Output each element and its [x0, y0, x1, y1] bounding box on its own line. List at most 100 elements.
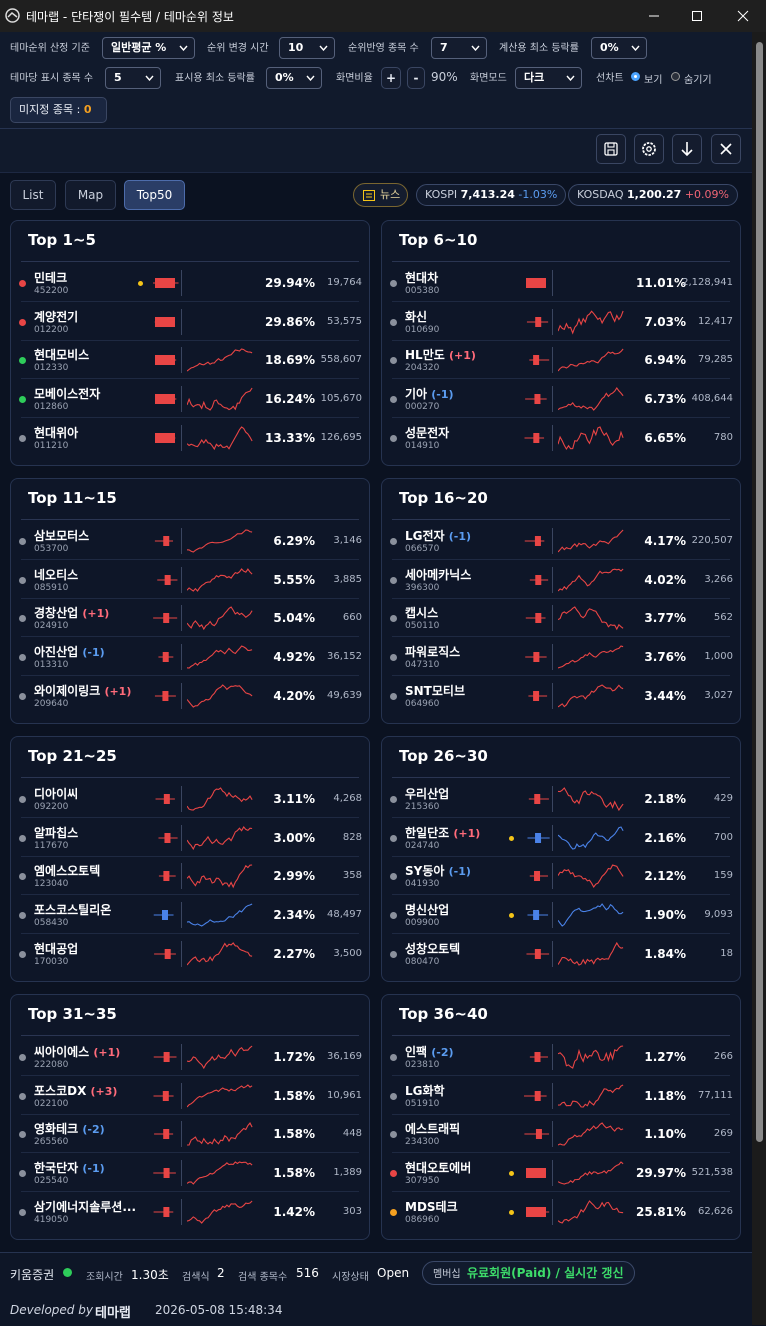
divider — [392, 636, 730, 638]
stock-row[interactable]: 성창오토텍 080470 1.84% 18 — [382, 935, 740, 973]
scrollbar-thumb[interactable] — [756, 42, 763, 1142]
stock-row[interactable]: MDS테크 086960 25.81% 62,626 — [382, 1193, 740, 1231]
stock-row[interactable]: 한국단자 (-1) 025540 1.58% 1,389 — [11, 1154, 369, 1193]
select[interactable]: 0% — [266, 67, 322, 89]
status-dot — [19, 615, 26, 623]
stock-row[interactable]: 계양전기 012200 29.86% 53,575 — [11, 303, 369, 341]
status-dot — [19, 1170, 26, 1178]
index-pill: KOSPI 7,413.24 -1.03% — [416, 184, 567, 206]
select[interactable]: 5 — [105, 67, 161, 89]
stock-name: HL만도 — [405, 348, 445, 363]
sparkline — [187, 387, 253, 411]
radio[interactable] — [631, 72, 640, 81]
select[interactable]: 일반평균 % — [102, 37, 195, 59]
tab[interactable]: Map — [65, 180, 116, 210]
stock-row[interactable]: 화신 010690 7.03% 12,417 — [382, 303, 740, 341]
select[interactable]: 0% — [591, 37, 647, 59]
divider — [392, 1113, 730, 1115]
stock-row[interactable]: 성문전자 014910 6.65% 780 — [382, 419, 740, 457]
sparkline — [187, 348, 253, 372]
stock-row[interactable]: LG전자 (-1) 066570 4.17% 220,507 — [382, 522, 740, 560]
stock-row[interactable]: 씨아이에스 (+1) 222080 1.72% 36,169 — [11, 1038, 369, 1076]
window-title: 테마랩 - 단타쟁이 필수템 / 테마순위 정보 — [26, 10, 234, 24]
maximize-button[interactable] — [691, 10, 703, 22]
volume: 3,885 — [333, 573, 362, 585]
stock-row[interactable]: 경창산업 (+1) 024910 5.04% 660 — [11, 599, 369, 638]
stock-row[interactable]: 현대차 005380 11.01% 2,128,941 — [382, 264, 740, 302]
stock-name-line: 계양전기 — [34, 308, 78, 325]
save-button[interactable] — [596, 134, 626, 164]
stock-row[interactable]: 현대위아 011210 13.33% 126,695 — [11, 419, 369, 457]
candle — [529, 574, 549, 585]
stock-row[interactable]: 현대오토에버 307950 29.97% 521,538 — [382, 1154, 740, 1193]
unassigned-button[interactable]: 미지정 종목 : 0 — [10, 97, 107, 123]
divider — [552, 863, 553, 890]
divider — [392, 894, 730, 896]
zoom-in-button[interactable]: + — [381, 67, 401, 89]
stock-row[interactable]: 영화테크 (-2) 265560 1.58% 448 — [11, 1115, 369, 1154]
sparkline — [558, 1122, 624, 1146]
select[interactable]: 다크 — [515, 67, 582, 89]
stock-row[interactable]: 포스코DX (+3) 022100 1.58% 10,961 — [11, 1077, 369, 1115]
stock-row[interactable]: 에스트래픽 234300 1.10% 269 — [382, 1115, 740, 1154]
index-name: KOSDAQ — [577, 188, 624, 201]
download-button[interactable] — [672, 134, 702, 164]
minimize-button[interactable] — [648, 10, 660, 22]
close-window-button[interactable] — [737, 10, 749, 22]
stock-row[interactable]: 알파칩스 117670 3.00% 828 — [11, 819, 369, 857]
sparkline — [187, 426, 253, 450]
stock-row[interactable]: 엠에스오토텍 123040 2.99% 358 — [11, 857, 369, 896]
scrollbar[interactable] — [752, 32, 766, 1325]
stock-row[interactable]: 캡시스 050110 3.77% 562 — [382, 599, 740, 638]
stock-name-line: HL만도 (+1) — [405, 346, 476, 363]
zoom-value: 90% — [431, 70, 458, 84]
stock-row[interactable]: 모베이스전자 012860 16.24% 105,670 — [11, 380, 369, 419]
stock-name-line: 인팩 (-2) — [405, 1043, 454, 1060]
stock-row[interactable]: 와이제이링크 (+1) 209640 4.20% 49,639 — [11, 677, 369, 715]
stock-row[interactable]: 현대모비스 012330 18.69% 558,607 — [11, 341, 369, 380]
change-rate: 29.94% — [265, 276, 315, 290]
stock-row[interactable]: 명신산업 009900 1.90% 9,093 — [382, 896, 740, 935]
stock-row[interactable]: SY동아 (-1) 041930 2.12% 159 — [382, 857, 740, 896]
news-button[interactable]: 뉴스 — [353, 183, 408, 207]
stock-code: 012860 — [34, 402, 69, 413]
divider — [181, 682, 182, 709]
tab[interactable]: Top50 — [124, 180, 185, 210]
divider — [21, 1075, 359, 1076]
stock-row[interactable]: 인팩 (-2) 023810 1.27% 266 — [382, 1038, 740, 1076]
candle — [526, 316, 549, 327]
divider — [552, 1082, 553, 1109]
stock-row[interactable]: 디아이씨 092200 3.11% 4,268 — [11, 780, 369, 818]
stock-row[interactable]: 현대공업 170030 2.27% 3,500 — [11, 935, 369, 973]
divider — [181, 1121, 182, 1148]
stock-row[interactable]: 네오티스 085910 5.55% 3,885 — [11, 561, 369, 599]
stock-row[interactable]: 삼기에너지솔루션... 419050 1.42% 303 — [11, 1193, 369, 1231]
stock-row[interactable]: 민테크 452200 29.94% 19,764 — [11, 264, 369, 302]
select[interactable]: 7 — [431, 37, 487, 59]
tab[interactable]: List — [10, 180, 56, 210]
stock-row[interactable]: 파워로직스 047310 3.76% 1,000 — [382, 638, 740, 677]
close-panel-button[interactable] — [711, 134, 741, 164]
candle — [525, 394, 547, 405]
stock-row[interactable]: 우리산업 215360 2.18% 429 — [382, 780, 740, 818]
radio[interactable] — [671, 72, 680, 81]
settings-button[interactable] — [634, 134, 664, 164]
select[interactable]: 10 — [279, 37, 335, 59]
zoom-out-button[interactable]: - — [407, 67, 425, 89]
status-dot — [390, 576, 397, 584]
stock-row[interactable]: LG화학 051910 1.18% 77,111 — [382, 1077, 740, 1115]
sparkline — [187, 1122, 253, 1146]
stock-row[interactable]: SNT모티브 064960 3.44% 3,027 — [382, 677, 740, 715]
stock-row[interactable]: 기아 (-1) 000270 6.73% 408,644 — [382, 380, 740, 419]
stock-row[interactable]: 포스코스틸리온 058430 2.34% 48,497 — [11, 896, 369, 935]
stock-row[interactable]: 삼보모터스 053700 6.29% 3,146 — [11, 522, 369, 560]
stock-row[interactable]: 한일단조 (+1) 024740 2.16% 700 — [382, 819, 740, 857]
volume: 448 — [342, 1128, 362, 1140]
stock-row[interactable]: 세아메카닉스 396300 4.02% 3,266 — [382, 561, 740, 599]
volume: 3,027 — [704, 689, 733, 701]
sparkline — [187, 645, 253, 669]
divider — [181, 1160, 182, 1187]
stock-row[interactable]: HL만도 (+1) 204320 6.94% 79,285 — [382, 341, 740, 380]
stock-row[interactable]: 아진산업 (-1) 013310 4.92% 36,152 — [11, 638, 369, 677]
divider — [392, 597, 730, 599]
